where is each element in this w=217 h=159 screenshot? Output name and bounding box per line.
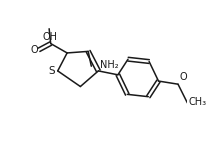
Text: O: O <box>30 45 38 55</box>
Text: S: S <box>48 66 55 76</box>
Text: NH₂: NH₂ <box>100 60 118 70</box>
Text: O: O <box>180 72 187 82</box>
Text: CH₃: CH₃ <box>189 97 207 107</box>
Text: OH: OH <box>42 31 58 41</box>
